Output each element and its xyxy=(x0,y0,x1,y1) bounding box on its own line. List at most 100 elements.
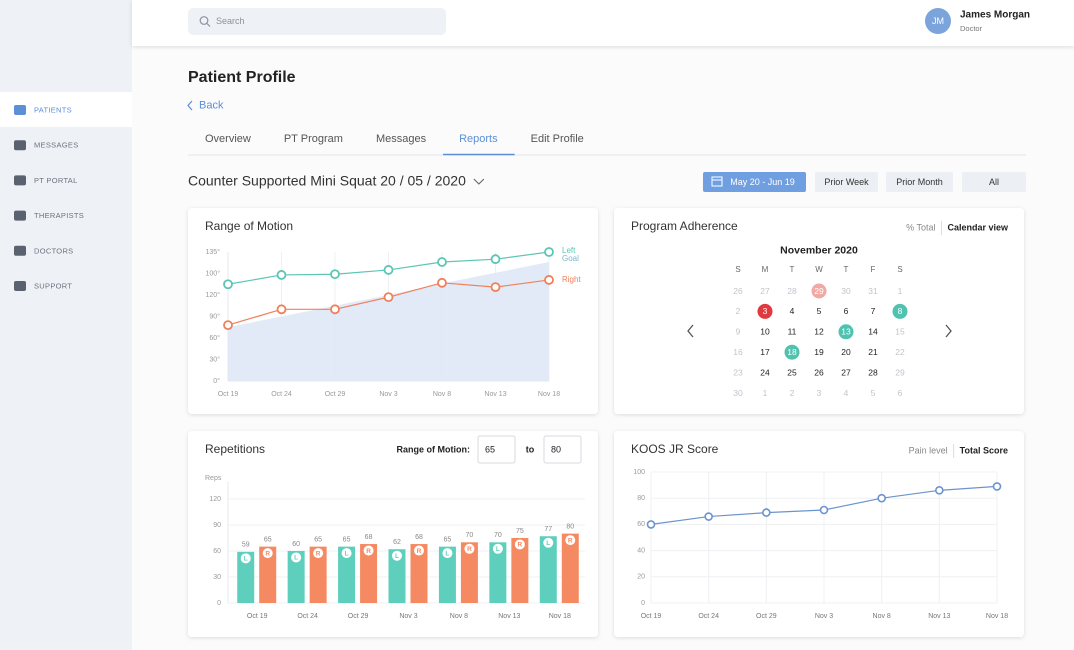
bar-badge xyxy=(492,543,503,554)
calendar-day[interactable]: 27 xyxy=(760,286,770,296)
calendar-day[interactable]: 15 xyxy=(895,327,905,337)
calendar-day[interactable]: 23 xyxy=(733,367,743,377)
calendar-day[interactable]: 31 xyxy=(868,286,878,296)
sidebar-icon[interactable] xyxy=(14,281,26,291)
calendar-day[interactable]: 5 xyxy=(871,388,876,398)
x-tick-label: Nov 13 xyxy=(928,613,950,620)
calendar-day[interactable]: 26 xyxy=(733,286,743,296)
calendar-day[interactable]: 6 xyxy=(898,388,903,398)
calendar-day[interactable]: 3 xyxy=(817,388,822,398)
input-box[interactable] xyxy=(477,435,516,464)
back-link[interactable]: Back xyxy=(199,99,224,111)
series-point xyxy=(992,482,1002,491)
calendar-day[interactable]: 20 xyxy=(841,347,851,357)
calendar-day[interactable]: 24 xyxy=(760,367,770,377)
input-value: 65 xyxy=(485,444,495,454)
calendar-day[interactable]: 4 xyxy=(790,306,795,316)
bar xyxy=(388,549,406,603)
toggle[interactable]: Calendar view xyxy=(947,222,1009,232)
calendar-day[interactable]: 3 xyxy=(763,306,768,316)
sidebar-icon[interactable] xyxy=(14,210,26,221)
tab[interactable]: Overview xyxy=(205,133,251,145)
weekday: S xyxy=(897,265,902,274)
bar xyxy=(360,544,378,603)
tab[interactable]: PT Program xyxy=(284,133,343,145)
calendar-day[interactable]: 28 xyxy=(868,367,878,377)
series-point xyxy=(935,486,944,495)
calendar-day[interactable]: 4 xyxy=(844,388,849,398)
calendar-day[interactable]: 28 xyxy=(787,286,797,296)
range-button[interactable] xyxy=(962,172,1026,192)
calendar-day[interactable]: 30 xyxy=(733,388,743,398)
toggle[interactable]: Pain level xyxy=(909,445,948,455)
calendar-day[interactable]: 29 xyxy=(895,367,905,377)
series-point xyxy=(490,282,501,293)
calendar-day[interactable]: 5 xyxy=(817,306,822,316)
bar-badge xyxy=(341,548,352,559)
calendar-next[interactable] xyxy=(945,324,952,338)
sidebar-item[interactable]: THERAPISTS xyxy=(34,211,84,220)
sidebar-item[interactable]: PT PORTAL xyxy=(34,176,78,185)
search-box[interactable] xyxy=(188,8,446,35)
calendar-day[interactable]: 6 xyxy=(844,306,849,316)
weekday: T xyxy=(790,265,795,274)
y-tick-label: 120 xyxy=(209,496,221,503)
sidebar-item[interactable]: MESSAGES xyxy=(34,141,79,150)
sidebar-icon[interactable] xyxy=(14,105,26,115)
calendar-day[interactable]: 13 xyxy=(841,327,851,337)
calendar-day[interactable]: 14 xyxy=(868,327,878,337)
calendar-day[interactable]: 27 xyxy=(841,367,851,377)
day-marker xyxy=(757,303,773,319)
calendar-day[interactable]: 30 xyxy=(841,286,851,296)
calendar-day[interactable]: 2 xyxy=(736,306,741,316)
bar-badge-label: R xyxy=(417,548,422,555)
card xyxy=(614,431,1024,637)
input-box[interactable] xyxy=(543,435,582,464)
sidebar-item[interactable]: DOCTORS xyxy=(34,246,73,255)
calendar-day[interactable]: 1 xyxy=(898,286,903,296)
sidebar-item[interactable]: SUPPORT xyxy=(34,281,72,290)
exercise-dropdown[interactable] xyxy=(473,178,485,185)
bar-badge xyxy=(291,552,302,563)
calendar-day[interactable]: 8 xyxy=(898,306,903,316)
tab[interactable]: Edit Profile xyxy=(531,133,584,145)
y-tick-label: 100° xyxy=(206,269,221,277)
sidebar-icon[interactable] xyxy=(14,175,26,186)
calendar-day[interactable]: 22 xyxy=(895,347,905,357)
toggle[interactable]: % Total xyxy=(906,222,935,232)
card xyxy=(188,431,598,637)
range-button[interactable] xyxy=(815,172,878,192)
calendar-day[interactable]: 7 xyxy=(871,306,876,316)
avatar[interactable] xyxy=(925,8,951,34)
range-button[interactable] xyxy=(703,172,806,192)
sidebar-item[interactable]: PATIENTS xyxy=(34,105,72,114)
sidebar-icon[interactable] xyxy=(14,245,26,256)
calendar-prev[interactable] xyxy=(687,324,694,338)
calendar-day[interactable]: 11 xyxy=(788,327,797,337)
sidebar-icon[interactable] xyxy=(14,140,26,151)
user-name: James Morgan xyxy=(960,10,1030,21)
tab[interactable]: Messages xyxy=(376,133,427,145)
calendar-day[interactable]: 18 xyxy=(787,347,797,357)
calendar-day[interactable]: 1 xyxy=(763,388,768,398)
toggle[interactable]: Total Score xyxy=(960,445,1008,455)
calendar-day[interactable]: 21 xyxy=(868,347,878,357)
calendar-day[interactable]: 25 xyxy=(787,367,797,377)
calendar-day[interactable]: 12 xyxy=(814,327,824,337)
calendar-day[interactable]: 17 xyxy=(760,347,770,357)
x-tick-label: Oct 29 xyxy=(325,391,346,398)
x-tick-label: Nov 8 xyxy=(450,613,468,620)
calendar-day[interactable]: 19 xyxy=(814,347,824,357)
calendar-day[interactable]: 26 xyxy=(814,367,824,377)
calendar-day[interactable]: 2 xyxy=(790,388,795,398)
series-point xyxy=(646,520,656,529)
tab[interactable]: Reports xyxy=(459,133,498,145)
y-tick-label: 60° xyxy=(209,334,220,342)
calendar-day[interactable]: 9 xyxy=(736,327,741,337)
range-button[interactable] xyxy=(886,172,953,192)
value-label: 80 xyxy=(566,523,574,530)
calendar-day[interactable]: 16 xyxy=(733,347,743,357)
calendar-day[interactable]: 29 xyxy=(814,286,824,296)
bar-badge xyxy=(313,548,324,559)
calendar-day[interactable]: 10 xyxy=(760,327,770,337)
